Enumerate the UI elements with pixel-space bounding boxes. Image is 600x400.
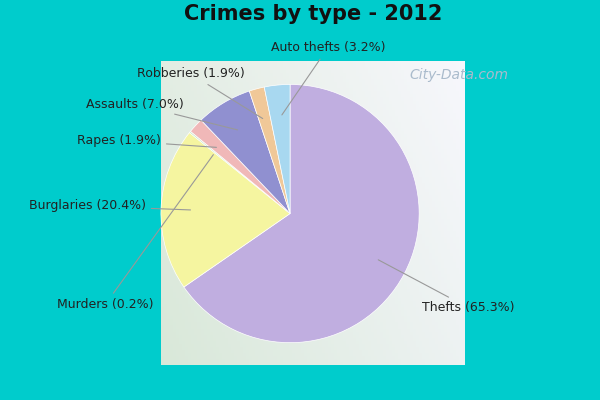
Text: Rapes (1.9%): Rapes (1.9%) [77, 134, 217, 147]
Text: Robberies (1.9%): Robberies (1.9%) [137, 67, 263, 118]
Text: Thefts (65.3%): Thefts (65.3%) [378, 260, 515, 314]
Text: Auto thefts (3.2%): Auto thefts (3.2%) [271, 41, 385, 115]
Text: Burglaries (20.4%): Burglaries (20.4%) [29, 200, 191, 212]
Wedge shape [264, 84, 290, 214]
Wedge shape [161, 133, 290, 287]
Wedge shape [250, 87, 290, 214]
Title: Crimes by type - 2012: Crimes by type - 2012 [184, 4, 442, 24]
Text: Assaults (7.0%): Assaults (7.0%) [86, 98, 238, 130]
Wedge shape [190, 131, 290, 214]
Wedge shape [184, 84, 419, 343]
Wedge shape [190, 120, 290, 214]
Text: Murders (0.2%): Murders (0.2%) [57, 155, 214, 311]
Text: City-Data.com: City-Data.com [409, 68, 508, 82]
Wedge shape [201, 91, 290, 214]
